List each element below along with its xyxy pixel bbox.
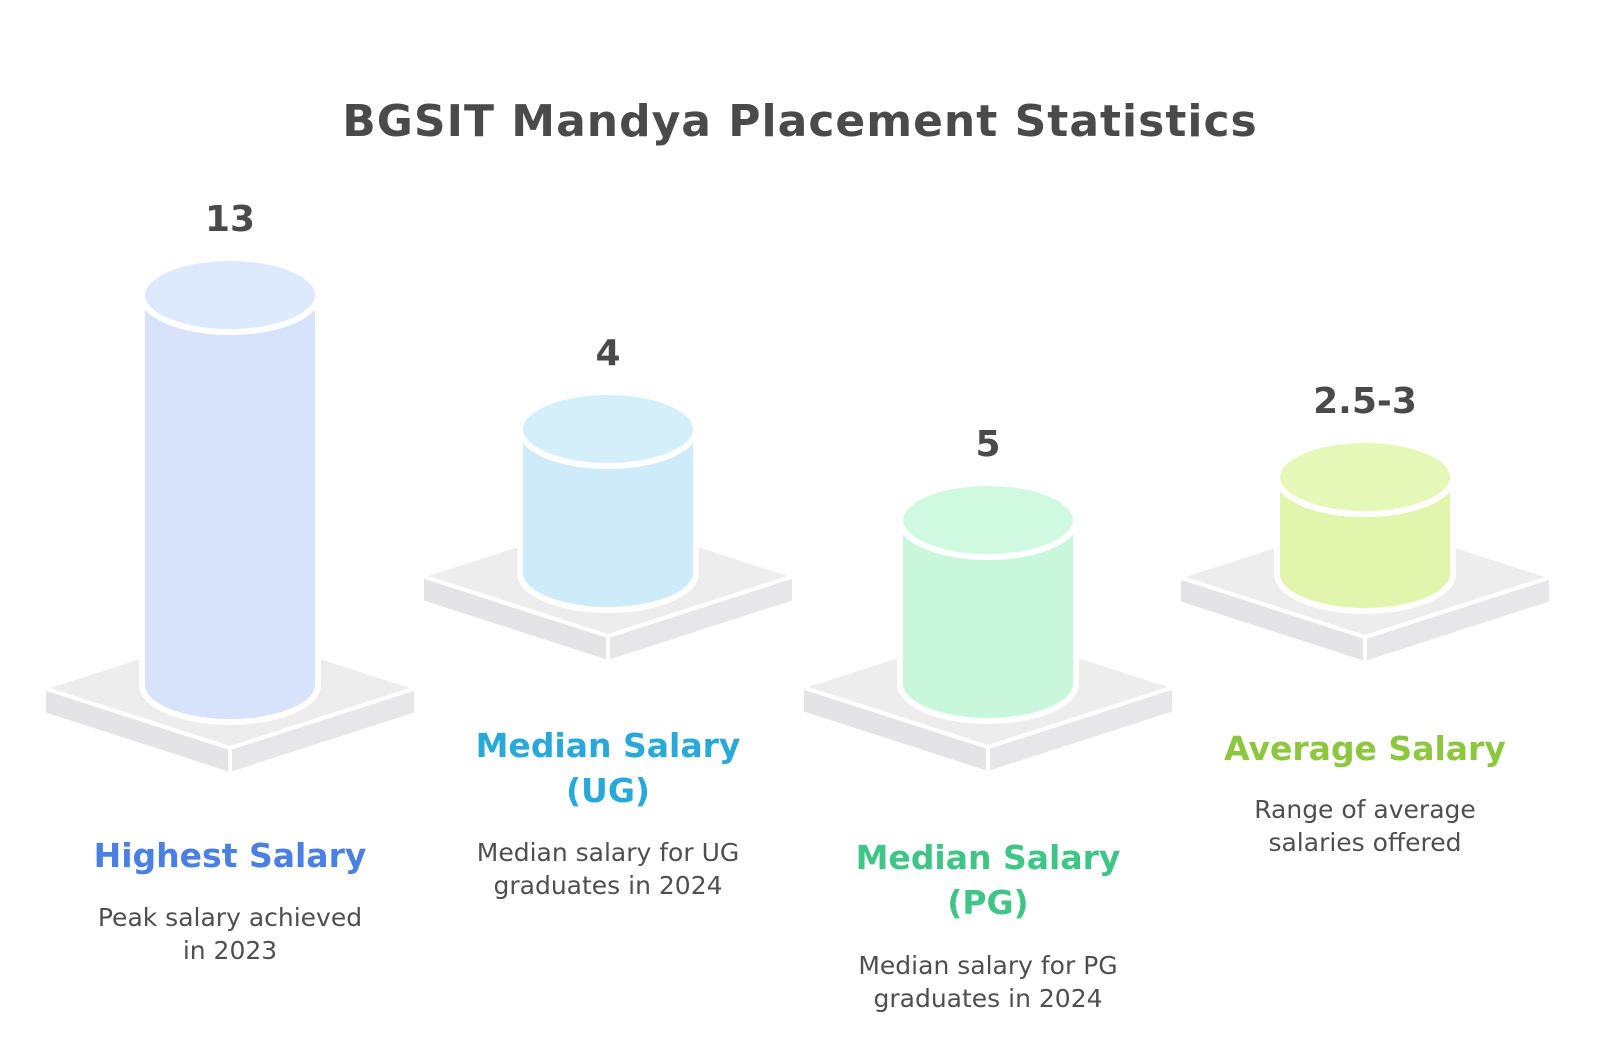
cylinder-top [897,480,1079,560]
item-description: Median salary for PG graduates in 2024 [858,951,1118,1013]
cylinder-item-2 [800,480,1176,775]
item-description: Peak salary achieved in 2023 [97,903,363,965]
cylinder-top [517,389,699,469]
item-heading: Highest Salary [93,836,367,875]
value-label: 2.5-3 [1313,381,1417,422]
cylinder-top [1274,437,1456,517]
item-heading: Median Salary (UG) [475,726,741,810]
item-heading: Average Salary [1224,729,1506,768]
value-label: 5 [975,424,1001,465]
cylinder-body [139,292,321,725]
item-description: Range of average salaries offered [1254,795,1476,857]
value-label: 13 [204,199,256,240]
cylinder-item-3 [1177,437,1553,665]
value-label: 4 [595,333,621,374]
item-heading: Median Salary (PG) [855,838,1121,922]
chart-title: BGSIT Mandya Placement Statistics [342,96,1258,147]
item-description: Median salary for UG graduates in 2024 [476,838,740,900]
cylinder-item-1 [420,389,796,664]
cylinder-item-0 [42,255,418,776]
cylinder-top [139,255,321,335]
